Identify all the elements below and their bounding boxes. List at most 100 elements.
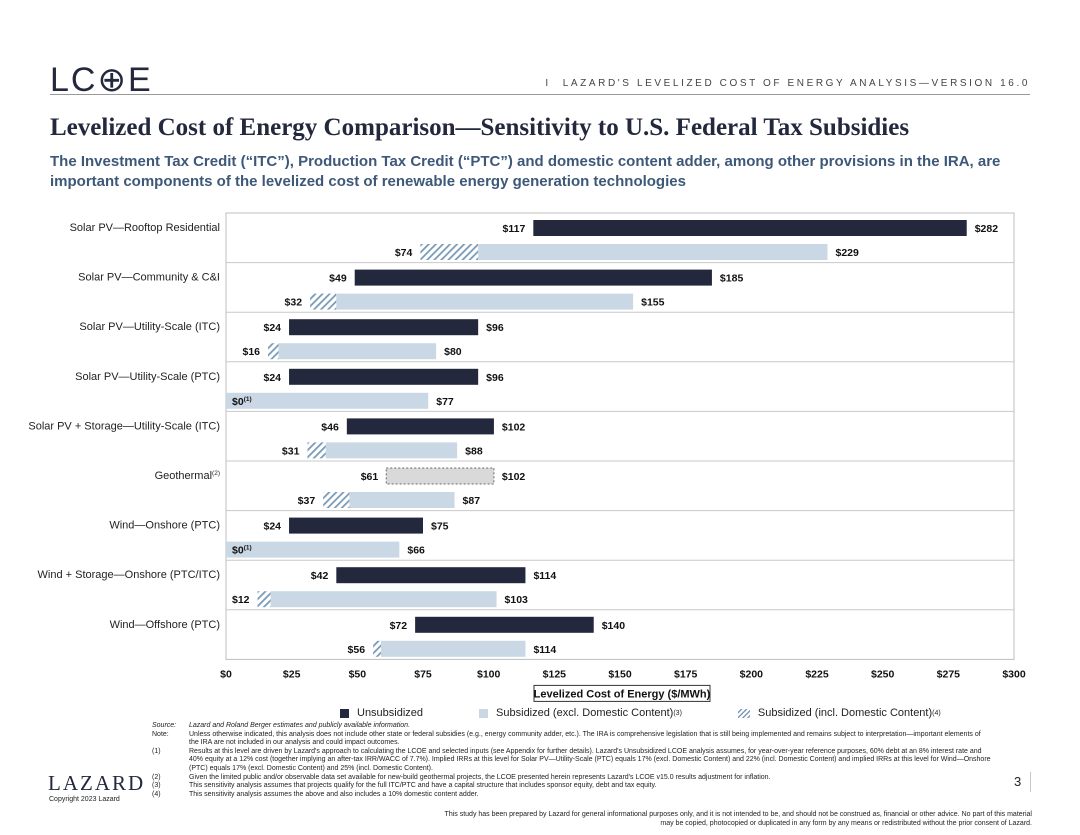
unsubsidized-low-label: $24 (264, 372, 282, 384)
legend-item-subsidized-excl: Subsidized (excl. Domestic Content) (3) (479, 707, 682, 719)
unsubsidized-high-label: $185 (720, 273, 744, 285)
subsidized-incl-domestic-bar (373, 640, 381, 657)
subsidized-excl-domestic-bar (478, 244, 828, 260)
unsubsidized-low-label: $46 (321, 421, 339, 433)
unsubsidized-low-label: $24 (264, 322, 282, 334)
category-label: Solar PV—Utility-Scale (ITC) (79, 321, 220, 333)
category-label: Wind—Onshore (PTC) (109, 520, 220, 532)
unsubsidized-high-label: $75 (431, 521, 449, 533)
footnote-source: Source: Lazard and Roland Berger estimat… (152, 722, 992, 731)
category-label: Geothermal(2) (155, 470, 220, 482)
subsidized-excl-domestic-bar (349, 492, 455, 508)
unsubsidized-bar (354, 269, 712, 286)
category-label: Solar PV—Rooftop Residential (70, 222, 220, 234)
subsidized-high-label: $87 (463, 495, 481, 507)
subsidized-high-label: $66 (407, 545, 425, 557)
subsidized-high-label: $80 (444, 346, 462, 358)
footnote-key: (4) (152, 790, 161, 798)
unsubsidized-bar (289, 319, 479, 336)
legend-label: Subsidized (excl. Domestic Content) (496, 707, 674, 719)
lcoe-logo: LC⊕E (50, 61, 153, 99)
footnote-text: Results at this level are driven by Laza… (189, 747, 991, 772)
unsubsidized-bar (289, 368, 479, 385)
x-tick-label: $75 (414, 668, 432, 680)
footnote-text: This sensitivity analysis assumes the ab… (189, 790, 479, 798)
subsidized-high-label: $155 (641, 297, 665, 309)
unsubsidized-low-label: $49 (329, 273, 347, 285)
footnote-3: (3) This sensitivity analysis assumes th… (152, 782, 992, 791)
unsubsidized-high-label: $102 (502, 471, 526, 483)
unsubsidized-high-label: $140 (602, 620, 626, 632)
footnote-key: (2) (152, 773, 161, 781)
subsidized-excl-domestic-bar (380, 640, 526, 657)
subsidized-excl-domestic-bar (325, 442, 458, 459)
header-separator: I (545, 78, 551, 89)
legend-swatch-subsidized-excl (479, 708, 489, 718)
footnote-text: Lazard and Roland Berger estimates and p… (189, 722, 411, 729)
unsubsidized-bar (336, 567, 526, 584)
page-number: 3 (1014, 774, 1022, 789)
unsubsidized-high-label: $114 (533, 570, 556, 582)
subsidized-low-label: $32 (285, 297, 303, 309)
unsubsidized-bar (289, 517, 423, 534)
unsubsidized-bar (385, 467, 495, 485)
legend-item-unsubsidized: Unsubsidized (340, 707, 423, 719)
subsidized-high-label: $114 (533, 644, 556, 656)
x-tick-label: $50 (349, 668, 367, 680)
footnote-2: (2) Given the limited public and/or obse… (152, 774, 992, 783)
unsubsidized-low-label: $117 (503, 223, 526, 235)
subsidized-incl-domestic-bar (268, 343, 279, 360)
legend-label: Subsidized (incl. Domestic Content) (757, 707, 933, 719)
footnote-key: (3) (152, 782, 161, 790)
subsidized-high-label: $88 (465, 445, 483, 457)
header-rule (50, 94, 1030, 95)
page-number-rule (1030, 772, 1031, 792)
subsidized-low-label: $56 (348, 644, 366, 656)
x-tick-label: $25 (283, 668, 301, 680)
subsidized-excl-domestic-bar (278, 343, 437, 360)
footnotes: Source: Lazard and Roland Berger estimat… (152, 722, 992, 799)
subsidized-incl-domestic-bar (257, 591, 271, 608)
category-label: Solar PV + Storage—Utility-Scale (ITC) (28, 420, 220, 432)
x-tick-label: $200 (740, 668, 764, 680)
legend-swatch-unsubsidized (340, 708, 349, 718)
chart-legend: Unsubsidized Subsidized (excl. Domestic … (340, 707, 997, 719)
category-label: Wind—Offshore (PTC) (110, 619, 220, 631)
unsubsidized-high-label: $282 (975, 223, 999, 235)
x-tick-label: $0 (220, 668, 232, 680)
subsidized-incl-domestic-bar (310, 293, 337, 310)
category-label: Solar PV—Community & C&I (78, 272, 220, 284)
unsubsidized-high-label: $96 (486, 322, 504, 334)
plot-frame (225, 212, 1015, 660)
x-axis-title: Levelized Cost of Energy ($/MWh) (534, 688, 711, 700)
unsubsidized-low-label: $24 (264, 521, 282, 533)
subsidized-high-label: $77 (436, 396, 454, 408)
header-report-title: LAZARD'S LEVELIZED COST OF ENERGY ANALYS… (562, 78, 1030, 89)
footnote-1: (1) Results at this level are driven by … (152, 748, 992, 774)
unsubsidized-bar (533, 220, 967, 236)
subsidized-excl-domestic-bar (270, 591, 497, 608)
subsidized-incl-domestic-bar (307, 442, 326, 459)
x-tick-label: $225 (805, 668, 829, 680)
footnote-key: (1) (152, 747, 161, 755)
category-label: Wind + Storage—Onshore (PTC/ITC) (38, 569, 220, 581)
legend-item-subsidized-incl: Subsidized (incl. Domestic Content) (4) (737, 707, 941, 719)
unsubsidized-high-label: $96 (486, 372, 504, 384)
subsidized-high-label: $229 (836, 247, 860, 259)
x-tick-label: $125 (543, 668, 567, 680)
legend-sup: (4) (932, 709, 941, 717)
category-label: Solar PV—Utility-Scale (PTC) (75, 371, 220, 383)
unsubsidized-high-label: $102 (502, 421, 526, 433)
subsidized-low-label: $31 (282, 445, 300, 457)
subsidized-excl-domestic-bar (336, 293, 634, 310)
subsidized-low-label: $37 (298, 495, 316, 507)
page-subtitle: The Investment Tax Credit (“ITC”), Produ… (50, 153, 1001, 190)
unsubsidized-low-label: $72 (390, 620, 408, 632)
lcoe-sensitivity-chart: Solar PV—Rooftop Residential $117 $282 $74 $… (28, 212, 1026, 702)
unsubsidized-bar (346, 418, 494, 435)
footnote-note: Note: Unless otherwise indicated, this a… (152, 731, 992, 748)
subsidized-excl-domestic-bar (226, 392, 429, 409)
footnote-text: This sensitivity analysis assumes that p… (189, 782, 657, 790)
footnote-text: Given the limited public and/or observab… (189, 773, 771, 781)
copyright: Copyright 2023 Lazard (49, 796, 120, 803)
